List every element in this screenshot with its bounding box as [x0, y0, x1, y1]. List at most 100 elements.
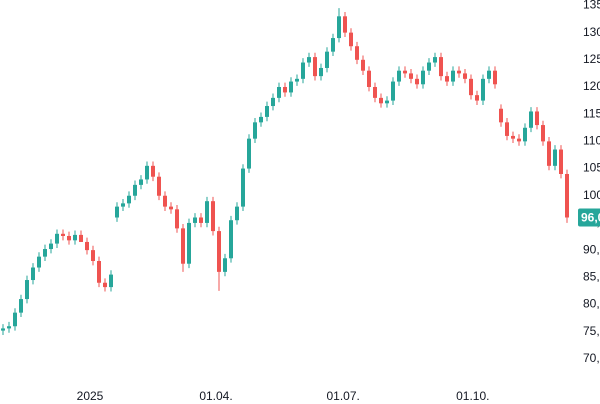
candle-body	[421, 70, 425, 85]
candle-body	[361, 59, 365, 71]
candle-body	[307, 57, 311, 63]
y-tick-label: 85,00	[583, 269, 600, 283]
candle-body	[535, 111, 539, 126]
candle-body	[385, 100, 389, 104]
y-tick-label: 105,00	[583, 161, 600, 175]
candle-body	[217, 231, 221, 272]
candle-body	[559, 149, 563, 174]
candle-body	[379, 97, 383, 104]
candle-body	[367, 70, 371, 87]
candle-body	[481, 78, 485, 101]
candle-body	[163, 195, 167, 207]
last-price-label: 96,00	[581, 211, 600, 225]
candle-body	[133, 184, 137, 196]
candle-body	[487, 70, 491, 79]
y-tick-label: 125,00	[583, 52, 600, 66]
candle-body	[469, 78, 473, 96]
candle-body	[541, 125, 545, 142]
candle-body	[295, 78, 299, 82]
candle-body	[553, 149, 557, 166]
candle-body	[397, 70, 401, 82]
candle-body	[319, 67, 323, 77]
candle-body	[97, 260, 101, 283]
candle-body	[19, 299, 23, 313]
candle-body	[493, 70, 497, 85]
y-tick-label: 130,00	[583, 25, 600, 39]
candle-body	[247, 138, 251, 169]
candle-body	[331, 38, 335, 52]
candle-body	[175, 209, 179, 229]
last-price-tag	[578, 208, 600, 227]
candle-body	[25, 280, 29, 300]
candle-body	[205, 201, 209, 223]
candle-body	[265, 106, 269, 117]
candle-body	[127, 195, 131, 204]
candle-body	[91, 250, 95, 261]
candle-body	[439, 57, 443, 77]
candle-body	[85, 241, 89, 251]
candle-body	[223, 258, 227, 272]
y-tick-label: 80,00	[583, 297, 600, 311]
candle-body	[169, 206, 173, 210]
candle-body	[277, 86, 281, 98]
candle-body	[37, 256, 41, 268]
candle-body	[259, 116, 263, 123]
candle-body	[415, 78, 419, 85]
candle-body	[445, 76, 449, 82]
y-tick-label: 120,00	[583, 79, 600, 93]
x-tick-label: 01.07.	[327, 389, 360, 403]
x-tick-label: 01.10.	[456, 389, 489, 403]
candle-body	[325, 51, 329, 68]
candle-body	[253, 122, 257, 139]
candle-body	[373, 86, 377, 98]
candle-body	[505, 122, 509, 136]
candle-body	[121, 203, 125, 207]
candle-body	[43, 249, 47, 257]
candle-body	[1, 328, 5, 331]
candle-body	[349, 32, 353, 47]
candle-body	[235, 206, 239, 221]
candle-body	[301, 62, 305, 79]
candle-body	[115, 206, 119, 218]
candle-body	[211, 201, 215, 232]
candle-body	[103, 282, 107, 288]
candle-body	[241, 168, 245, 207]
candle-body	[7, 326, 11, 329]
candle-body	[181, 228, 185, 264]
candle-body	[475, 95, 479, 101]
y-tick-label: 100,00	[583, 188, 600, 202]
candle-body	[229, 220, 233, 259]
candle-body	[283, 86, 287, 93]
candle-body	[391, 81, 395, 101]
y-tick-label: 70,00	[583, 351, 600, 365]
candle-body	[337, 16, 341, 39]
candle-body	[523, 127, 527, 142]
candle-body	[499, 108, 503, 123]
candle-body	[511, 135, 515, 139]
candle-body	[343, 16, 347, 33]
y-tick-label: 110,00	[583, 134, 600, 148]
candle-body	[157, 176, 161, 196]
candle-body	[79, 234, 83, 242]
candle-body	[547, 141, 551, 166]
candle-body	[271, 97, 275, 107]
candle-body	[13, 312, 17, 327]
candle-body	[289, 81, 293, 93]
candle-body	[49, 243, 53, 250]
x-tick-label: 2025	[77, 389, 104, 403]
candle-body	[313, 57, 317, 77]
candle-body	[55, 233, 59, 244]
y-tick-label: 115,00	[583, 106, 600, 120]
candle-body	[355, 46, 359, 60]
candle-body	[61, 233, 65, 236]
candle-body	[67, 235, 71, 241]
candle-body	[199, 217, 203, 223]
candle-body	[565, 173, 569, 218]
candle-body	[409, 73, 413, 79]
y-tick-label: 75,00	[583, 324, 600, 338]
candle-body	[517, 138, 521, 142]
candle-body	[139, 179, 143, 185]
candle-body	[73, 234, 77, 241]
candle-body	[145, 165, 149, 180]
y-tick-label: 135,00	[583, 0, 600, 12]
